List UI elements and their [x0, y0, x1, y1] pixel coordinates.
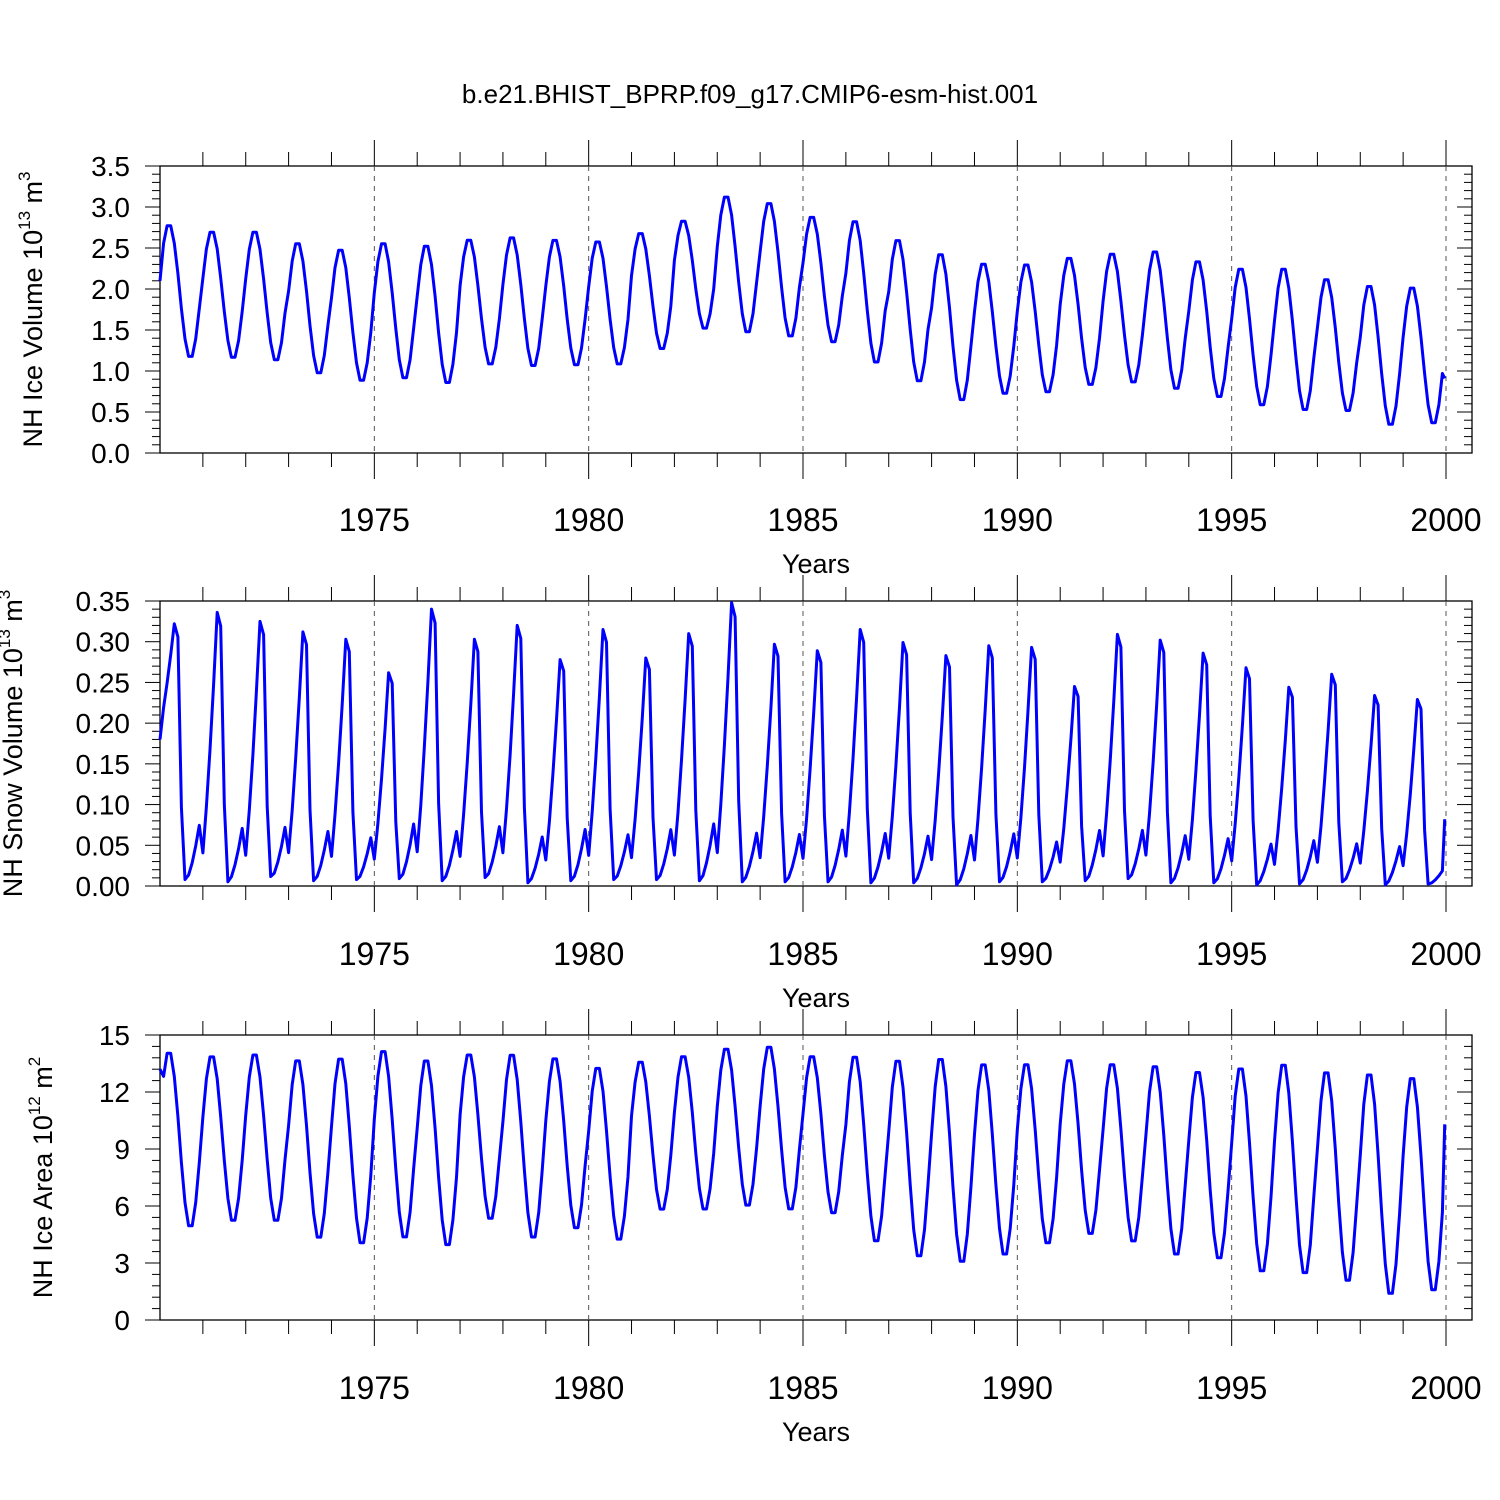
y-tick-label: 0.20	[76, 708, 131, 739]
x-tick-label: 1975	[339, 936, 410, 972]
x-tick-label: 1995	[1196, 936, 1267, 972]
x-tick-label: 2000	[1410, 502, 1481, 538]
y-tick-label: 0.05	[76, 830, 131, 861]
x-tick-label: 2000	[1410, 1370, 1481, 1406]
y-tick-label: 3.5	[91, 151, 130, 182]
plot-frame	[159, 1034, 1473, 1321]
x-tick-label: 1980	[553, 1370, 624, 1406]
x-tick-label: 1975	[339, 502, 410, 538]
x-tick-label: 1975	[339, 1370, 410, 1406]
x-tick-label: 1995	[1196, 1370, 1267, 1406]
x-axis-label: Years	[782, 983, 850, 1013]
y-tick-label: 0.15	[76, 749, 131, 780]
y-tick-label: 3	[114, 1248, 130, 1279]
y-tick-label: 0.30	[76, 627, 131, 658]
x-tick-label: 1985	[767, 1370, 838, 1406]
plot-frame	[159, 165, 1473, 454]
x-tick-label: 1985	[767, 502, 838, 538]
y-tick-label: 0.10	[76, 790, 131, 821]
y-tick-label: 0.35	[76, 586, 131, 617]
y-tick-label: 9	[114, 1134, 130, 1165]
y-tick-label: 2.0	[91, 274, 130, 305]
y-tick-label: 2.5	[91, 233, 130, 264]
x-tick-label: 1980	[553, 502, 624, 538]
y-tick-label: 1.5	[91, 315, 130, 346]
y-tick-label: 0.25	[76, 667, 131, 698]
panel-ice-area: 0 3 6 9 12 15 1975 1980 1985 1990 1995 2000 Years NH …	[25, 1009, 1482, 1447]
y-tick-label: 6	[114, 1191, 130, 1222]
y-tick-label: 0	[114, 1305, 130, 1336]
y-tick-label: 1.0	[91, 356, 130, 387]
y-tick-label: 12	[99, 1077, 130, 1108]
y-tick-label: 3.0	[91, 192, 130, 223]
panel-snow-volume: 0.00 0.05 0.10 0.15 0.20 0.25 0.30 0.35 1975 1980…	[0, 575, 1482, 1013]
y-tick-label: 15	[99, 1020, 130, 1051]
x-tick-label: 2000	[1410, 936, 1481, 972]
x-tick-label: 1980	[553, 936, 624, 972]
y-axis-label: NH Ice Volume 1013 m3	[15, 172, 48, 448]
panel-ice-volume: 0.0 0.5 1.0 1.5 2.0 2.5 3.0 3.5 1975 1980 1985 1990…	[15, 140, 1482, 579]
y-axis-label: NH Ice Area 1012 m2	[25, 1057, 58, 1298]
plot-frame	[159, 600, 1473, 887]
series-line	[158, 195, 1447, 426]
x-axis-label: Years	[782, 1417, 850, 1447]
x-tick-label: 1990	[982, 936, 1053, 972]
x-tick-label: 1985	[767, 936, 838, 972]
x-tick-label: 1995	[1196, 502, 1267, 538]
x-axis-label: Years	[782, 549, 850, 579]
y-tick-label: 0.00	[76, 871, 131, 902]
chart-title: b.e21.BHIST_BPRP.f09_g17.CMIP6-esm-hist.…	[462, 79, 1038, 109]
y-axis-label: NH Snow Volume 1013 m3	[0, 590, 28, 898]
y-tick-label: 0.5	[91, 397, 130, 428]
x-tick-label: 1990	[982, 1370, 1053, 1406]
y-tick-label: 0.0	[91, 438, 130, 469]
series-line	[158, 1045, 1447, 1295]
x-tick-label: 1990	[982, 502, 1053, 538]
series-line	[158, 601, 1447, 887]
